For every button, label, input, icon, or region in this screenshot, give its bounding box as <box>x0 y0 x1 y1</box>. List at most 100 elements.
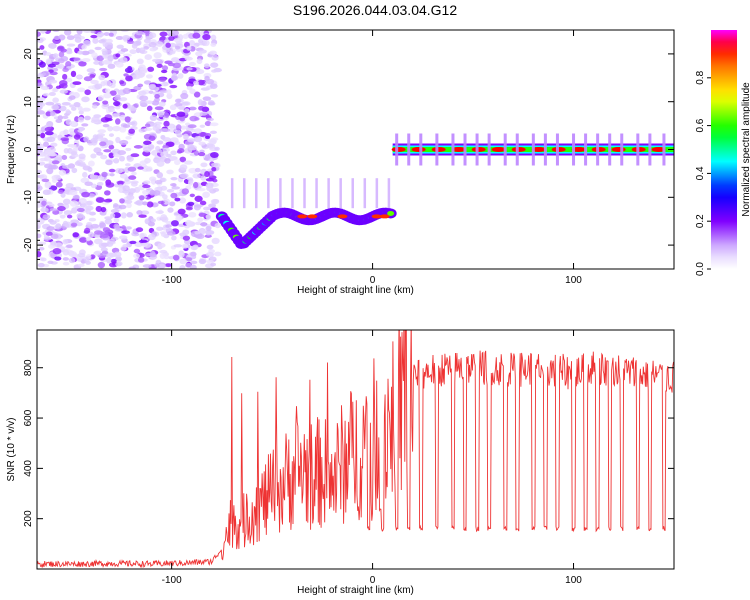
noise-blob <box>72 232 80 238</box>
noise-blob <box>45 101 55 106</box>
noise-blob <box>68 128 76 133</box>
noise-blob <box>93 147 102 154</box>
noise-blob <box>108 32 114 37</box>
noise-blob <box>78 110 84 115</box>
noise-blob <box>181 243 189 249</box>
noise-blob <box>87 166 93 172</box>
noise-blob <box>58 169 67 176</box>
noise-blob <box>161 65 169 71</box>
noise-blob <box>78 61 87 67</box>
noise-blob <box>189 115 198 122</box>
noise-blob <box>37 241 47 246</box>
noise-blob <box>204 171 210 178</box>
noise-blob <box>200 222 207 227</box>
noise-blob <box>72 195 79 200</box>
noise-blob <box>131 43 138 49</box>
noise-blob <box>209 122 219 127</box>
leak-streak <box>515 133 519 166</box>
noise-blob <box>167 207 174 213</box>
noise-blob <box>138 195 145 201</box>
noise-blob <box>154 93 160 99</box>
noise-blob <box>104 216 113 220</box>
noise-blob <box>90 153 97 159</box>
noise-blob <box>91 104 98 109</box>
noise-blob <box>131 171 137 176</box>
noise-blob <box>76 207 85 213</box>
noise-blob <box>65 77 73 83</box>
noise-blob <box>43 163 53 169</box>
noise-blob <box>211 162 219 167</box>
noise-blob <box>124 199 133 204</box>
noise-blob <box>125 226 132 230</box>
noise-blob <box>199 124 206 128</box>
noise-blob <box>37 82 42 86</box>
noise-blob <box>168 128 178 133</box>
noise-blob <box>47 260 54 265</box>
noise-blob <box>82 107 91 112</box>
leak-streak <box>584 133 588 166</box>
noise-blob <box>185 206 193 211</box>
noise-blob <box>120 48 129 52</box>
noise-blob <box>199 200 207 206</box>
noise-blob <box>78 153 86 160</box>
noise-blob <box>62 198 71 205</box>
noise-blob <box>62 238 69 245</box>
signal-peak <box>471 147 486 152</box>
noise-blob <box>174 98 182 104</box>
noise-blob <box>100 117 110 123</box>
noise-blob <box>98 242 107 249</box>
noise-blob <box>154 97 160 103</box>
noise-blob <box>155 210 165 214</box>
noise-blob <box>144 157 151 164</box>
noise-blob <box>112 112 121 117</box>
noise-blob <box>166 189 175 193</box>
noise-blob <box>133 253 141 259</box>
leak-streak <box>395 133 399 166</box>
noise-blob <box>174 129 182 136</box>
noise-blob <box>209 256 217 261</box>
noise-blob <box>46 226 55 231</box>
heatmap-xlabel: Height of straight line (km) <box>297 285 414 296</box>
noise-blob <box>106 257 112 264</box>
snr-ylabel: SNR (10 * v/v) <box>6 418 17 482</box>
noise-blob <box>122 185 130 192</box>
noise-blob <box>62 73 68 80</box>
noise-blob <box>137 257 145 263</box>
noise-blob <box>188 211 197 218</box>
noise-blob <box>107 125 114 132</box>
noise-blob <box>81 191 90 198</box>
noise-blob <box>119 173 128 179</box>
noise-blob <box>164 157 171 164</box>
noise-blob <box>170 192 178 199</box>
noise-blob <box>57 189 64 194</box>
noise-blob <box>159 31 168 37</box>
noise-blob <box>193 80 200 86</box>
noise-blob <box>63 30 72 36</box>
noise-blob <box>210 262 217 267</box>
noise-blob <box>103 149 112 153</box>
noise-blob <box>113 217 120 223</box>
noise-blob <box>184 56 193 61</box>
noise-blob <box>113 100 121 107</box>
leak-streak <box>435 133 439 166</box>
noise-blob <box>160 214 168 221</box>
noise-blob <box>109 173 115 177</box>
noise-blob <box>117 180 124 186</box>
noise-blob <box>49 110 56 116</box>
noise-blob <box>197 187 206 192</box>
noise-blob <box>197 79 205 86</box>
noise-blob <box>199 111 208 116</box>
noise-blob <box>53 35 61 41</box>
noise-blob <box>122 34 131 41</box>
noise-blob <box>163 120 170 127</box>
noise-blob <box>162 194 168 200</box>
noise-blob <box>44 182 52 189</box>
noise-blob <box>37 185 43 191</box>
noise-blob <box>178 197 187 204</box>
noise-blob <box>93 251 101 256</box>
noise-blob <box>156 148 163 154</box>
noise-blob <box>205 229 212 236</box>
noise-blob <box>195 233 205 239</box>
noise-blob <box>118 204 127 210</box>
noise-blob <box>40 257 47 262</box>
